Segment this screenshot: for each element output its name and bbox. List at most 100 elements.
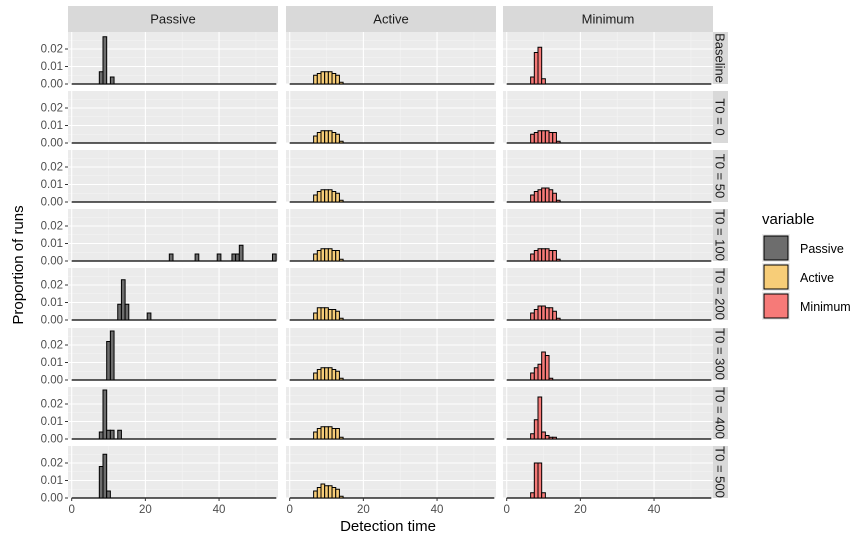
bar-active-t0-500	[324, 485, 329, 499]
bar-active-t0-400	[324, 426, 329, 440]
bar-passive-t0-400	[117, 429, 122, 440]
bar-minimum-t0-50	[552, 192, 557, 203]
bar-passive-t0-300	[106, 341, 111, 381]
bar-minimum-t0-100	[537, 248, 543, 262]
bar-minimum-baseline	[530, 76, 535, 85]
bar-active-t0-500	[313, 490, 318, 499]
bar-minimum-t0-50	[541, 187, 546, 203]
bar-active-t0-300	[320, 367, 326, 381]
bar-active-t0-400	[338, 436, 344, 440]
bar-active-baseline	[313, 74, 318, 85]
x-tick-label: 0	[68, 504, 74, 516]
bar-minimum-t0-500	[541, 492, 546, 499]
bar-active-t0-300	[327, 367, 333, 381]
bar-active-t0-300	[316, 369, 322, 381]
y-tick-label: 0.02	[41, 44, 63, 56]
bar-passive-t0-400	[102, 389, 108, 440]
bar-minimum-t0-400	[537, 396, 543, 440]
legend-key-active	[763, 264, 789, 290]
bar-passive-t0-200	[146, 312, 152, 321]
legend-label-active: Active	[800, 271, 834, 285]
bar-active-t0-0	[338, 140, 344, 144]
bar-active-t0-200	[320, 307, 326, 321]
bar-active-t0-200	[335, 310, 340, 321]
bar-passive-baseline	[109, 76, 115, 85]
bar-minimum-t0-300	[544, 355, 550, 381]
bar-active-t0-100	[331, 250, 337, 262]
bar-minimum-t0-200	[533, 309, 539, 321]
bar-active-t0-300	[331, 369, 337, 381]
bar-active-baseline	[320, 71, 326, 85]
bar-passive-t0-100	[235, 253, 240, 262]
y-tick-label: 0.00	[41, 493, 63, 505]
bar-minimum-t0-300	[541, 351, 546, 381]
row-strip-baseline	[712, 32, 728, 84]
y-tick-label: 0.00	[41, 256, 63, 268]
bar-passive-t0-500	[102, 453, 108, 499]
bar-active-t0-300	[313, 372, 318, 381]
bar-active-t0-50	[324, 189, 329, 203]
bar-minimum-t0-500	[530, 492, 535, 499]
bar-minimum-t0-300	[533, 367, 539, 381]
bar-active-baseline	[324, 71, 329, 85]
bar-minimum-t0-300	[537, 363, 543, 381]
bar-active-baseline	[338, 81, 344, 85]
bar-passive-t0-500	[98, 466, 104, 499]
row-strip-label-t0-300: T0 = 300	[713, 328, 728, 380]
bar-minimum-t0-50	[533, 191, 539, 203]
y-tick-label: 0.01	[41, 475, 63, 487]
bar-passive-t0-300	[109, 330, 115, 381]
bar-minimum-t0-100	[530, 253, 535, 262]
bar-active-t0-100	[313, 253, 318, 262]
bar-minimum-t0-200	[548, 307, 554, 321]
bar-minimum-t0-500	[533, 462, 539, 499]
row-strip-label-t0-200: T0 = 200	[713, 268, 728, 320]
y-tick-label: 0.02	[41, 103, 63, 115]
bar-active-t0-50	[320, 189, 326, 203]
bar-active-t0-500	[331, 487, 337, 499]
y-tick-label: 0.00	[41, 375, 63, 387]
y-tick-label: 0.02	[41, 221, 63, 233]
bar-active-t0-50	[327, 189, 333, 203]
bar-minimum-t0-500	[537, 462, 543, 499]
bar-minimum-t0-0	[533, 132, 539, 144]
bar-active-t0-400	[327, 426, 333, 440]
bar-active-t0-50	[338, 199, 344, 203]
bar-active-t0-0	[331, 132, 337, 144]
bar-minimum-baseline	[533, 52, 539, 85]
bar-active-t0-200	[331, 309, 337, 321]
bar-active-t0-200	[338, 317, 344, 321]
bar-passive-t0-400	[109, 429, 115, 440]
row-strip-t0-300	[712, 328, 728, 380]
bar-active-baseline	[316, 73, 322, 85]
bar-active-t0-300	[335, 370, 340, 381]
bar-minimum-t0-100	[552, 250, 557, 262]
x-tick-label: 20	[357, 504, 370, 516]
row-strip-label-baseline: Baseline	[713, 33, 728, 83]
bar-minimum-t0-0	[552, 132, 557, 144]
y-tick-label: 0.00	[41, 138, 63, 150]
y-tick-label: 0.02	[41, 458, 63, 470]
bar-passive-t0-400	[98, 431, 104, 440]
bar-active-t0-50	[313, 194, 318, 203]
bar-minimum-t0-200	[541, 305, 546, 321]
y-tick-label: 0.02	[41, 162, 63, 174]
bar-minimum-t0-0	[548, 132, 554, 144]
bar-active-t0-0	[327, 130, 333, 144]
bar-active-t0-300	[338, 377, 344, 381]
row-strip-label-t0-100: T0 = 100	[713, 209, 728, 261]
bar-active-t0-100	[327, 248, 333, 262]
row-strip-t0-100	[712, 209, 728, 261]
bar-minimum-t0-400	[530, 433, 535, 440]
row-strip-label-t0-500: T0 = 500	[713, 446, 728, 498]
strip-label-active: Active	[373, 12, 408, 27]
bar-active-t0-300	[324, 367, 329, 381]
row-strip-t0-0	[712, 91, 728, 143]
bar-minimum-t0-300	[548, 377, 554, 381]
x-tick-label: 0	[286, 504, 292, 516]
bar-minimum-t0-0	[530, 133, 535, 144]
bar-minimum-t0-400	[548, 436, 554, 440]
bar-minimum-t0-200	[555, 317, 561, 321]
bar-passive-t0-100	[168, 253, 174, 262]
